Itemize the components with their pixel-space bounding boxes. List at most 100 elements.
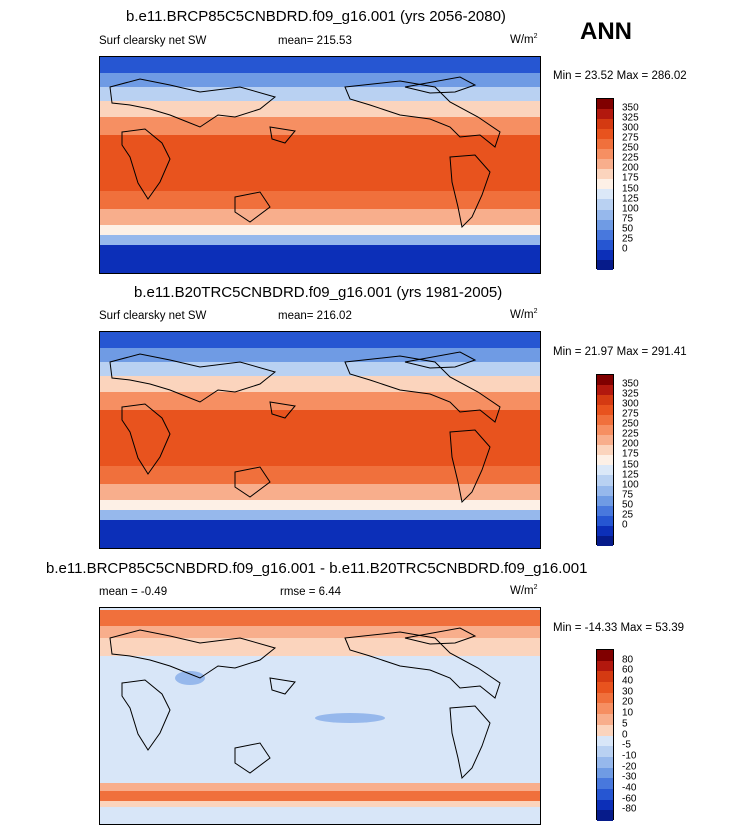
colorbar-tick-label: 150	[622, 459, 639, 471]
panel2-mean: mean= 216.02	[278, 310, 352, 322]
colorbar-swatch	[597, 788, 613, 800]
colorbar-tick-label: 50	[622, 499, 634, 511]
colorbar-swatch	[597, 746, 613, 757]
colorbar-swatch	[597, 129, 613, 140]
colorbar-tick-label: -30	[622, 771, 637, 783]
panel3-map	[99, 607, 541, 825]
panel1-mean: mean= 215.53	[278, 35, 352, 47]
colorbar-tick-label: 250	[622, 418, 639, 430]
colorbar-tick-label: 40	[622, 675, 634, 687]
colorbar-tick-label: 25	[622, 233, 634, 245]
season-label: ANN	[580, 18, 632, 45]
colorbar-swatch	[597, 767, 613, 779]
colorbar-tick-label: 150	[622, 183, 639, 195]
colorbar-swatch	[597, 229, 613, 240]
panel2-units: W/m2	[510, 308, 538, 321]
colorbar-swatch	[597, 735, 613, 747]
panel2-colorbar	[596, 374, 614, 546]
panel1-units: W/m2	[510, 33, 538, 46]
colorbar-tick-label: 125	[622, 193, 639, 205]
colorbar-swatch	[597, 149, 613, 160]
panel1-title: b.e11.BRCP85C5CNBDRD.f09_g16.001 (yrs 20…	[126, 8, 506, 25]
colorbar-swatch	[597, 650, 613, 661]
panel2-map	[99, 331, 541, 549]
colorbar-tick-label: 0	[622, 519, 628, 531]
colorbar-swatch	[597, 495, 613, 506]
colorbar-swatch	[597, 259, 613, 270]
colorbar-swatch	[597, 778, 613, 789]
colorbar-swatch	[597, 515, 613, 526]
colorbar-swatch	[597, 425, 613, 436]
colorbar-tick-label: 325	[622, 388, 639, 400]
colorbar-swatch	[597, 109, 613, 120]
colorbar-swatch	[597, 810, 613, 821]
colorbar-tick-label: 200	[622, 162, 639, 174]
colorbar-swatch	[597, 249, 613, 260]
colorbar-swatch	[597, 405, 613, 416]
panel1-minmax: Min = 23.52 Max = 286.02	[553, 70, 687, 82]
colorbar-swatch	[597, 159, 613, 170]
panel1-colorbar	[596, 98, 614, 270]
colorbar-swatch	[597, 415, 613, 426]
colorbar-tick-label: -80	[622, 803, 637, 815]
colorbar-swatch	[597, 189, 613, 200]
colorbar-swatch	[597, 119, 613, 130]
panel3-rmse: rmse = 6.44	[280, 586, 342, 598]
panel3-colorbar	[596, 649, 614, 821]
colorbar-tick-label: 225	[622, 428, 639, 440]
colorbar-tick-label: 275	[622, 132, 639, 144]
colorbar-swatch	[597, 99, 613, 110]
colorbar-tick-label: 10	[622, 707, 634, 719]
colorbar-tick-label: 0	[622, 243, 628, 255]
panel3-units: W/m2	[510, 584, 538, 597]
panel3-mean: mean = -0.49	[99, 586, 168, 598]
colorbar-tick-label: 0	[622, 729, 628, 740]
colorbar-swatch	[597, 756, 613, 768]
colorbar-swatch	[597, 535, 613, 546]
colorbar-swatch	[597, 385, 613, 396]
colorbar-swatch	[597, 660, 613, 672]
colorbar-tick-label: -60	[622, 793, 637, 805]
colorbar-tick-label: 325	[622, 112, 639, 124]
colorbar-tick-label: 5	[622, 718, 628, 730]
colorbar-tick-label: 75	[622, 489, 634, 501]
colorbar-tick-label: 60	[622, 664, 634, 676]
colorbar-swatch	[597, 692, 613, 704]
colorbar-tick-label: 200	[622, 438, 639, 450]
colorbar-swatch	[597, 525, 613, 536]
colorbar-tick-label: 350	[622, 102, 639, 114]
colorbar-tick-label: 30	[622, 686, 634, 698]
panel2-minmax: Min = 21.97 Max = 291.41	[553, 346, 687, 358]
panel3-title: b.e11.BRCP85C5CNBDRD.f09_g16.001 - b.e11…	[46, 560, 588, 577]
colorbar-tick-label: 300	[622, 122, 639, 134]
colorbar-swatch	[597, 505, 613, 516]
colorbar-swatch	[597, 219, 613, 230]
colorbar-tick-label: 25	[622, 509, 634, 521]
panel3-minmax: Min = -14.33 Max = 53.39	[553, 622, 685, 634]
colorbar-swatch	[597, 179, 613, 190]
colorbar-tick-label: -5	[622, 739, 631, 751]
panel2-title: b.e11.B20TRC5CNBDRD.f09_g16.001 (yrs 198…	[134, 284, 503, 301]
colorbar-swatch	[597, 671, 613, 683]
colorbar-tick-label: 350	[622, 378, 639, 390]
colorbar-swatch	[597, 799, 613, 811]
colorbar-tick-label: 250	[622, 142, 639, 154]
colorbar-tick-label: 275	[622, 408, 639, 420]
colorbar-tick-label: 175	[622, 172, 639, 184]
colorbar-swatch	[597, 714, 613, 725]
colorbar-tick-label: -10	[622, 750, 637, 762]
colorbar-tick-label: 175	[622, 448, 639, 460]
colorbar-tick-label: 100	[622, 479, 639, 491]
colorbar-tick-label: 125	[622, 469, 639, 481]
colorbar-swatch	[597, 455, 613, 466]
colorbar-swatch	[597, 209, 613, 220]
colorbar-tick-label: 100	[622, 203, 639, 215]
colorbar-tick-label: 20	[622, 696, 634, 708]
colorbar-tick-label: 75	[622, 213, 634, 225]
colorbar-swatch	[597, 139, 613, 150]
colorbar-swatch	[597, 435, 613, 446]
colorbar-swatch	[597, 239, 613, 250]
colorbar-swatch	[597, 682, 613, 693]
colorbar-tick-label: -20	[622, 761, 637, 773]
colorbar-swatch	[597, 445, 613, 456]
